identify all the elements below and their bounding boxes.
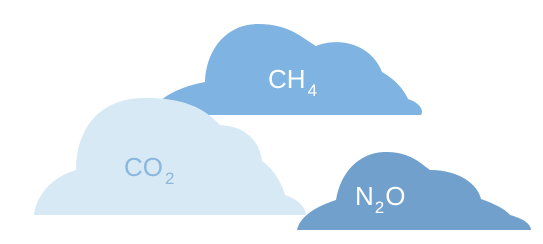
formula-part: CH — [268, 64, 306, 94]
formula-subscript: 2 — [375, 198, 384, 217]
page: {"nodes": [ {"label_parts": ["CH", "4"]}… — [0, 0, 543, 244]
greenhouse-gas-clouds: CH4 CO2 N2O — [0, 0, 543, 244]
formula-part: CO — [124, 152, 163, 182]
formula-part: N — [355, 181, 374, 211]
formula-subscript: 4 — [308, 81, 317, 100]
formula-part: O — [385, 181, 405, 211]
formula-subscript: 2 — [165, 169, 174, 188]
